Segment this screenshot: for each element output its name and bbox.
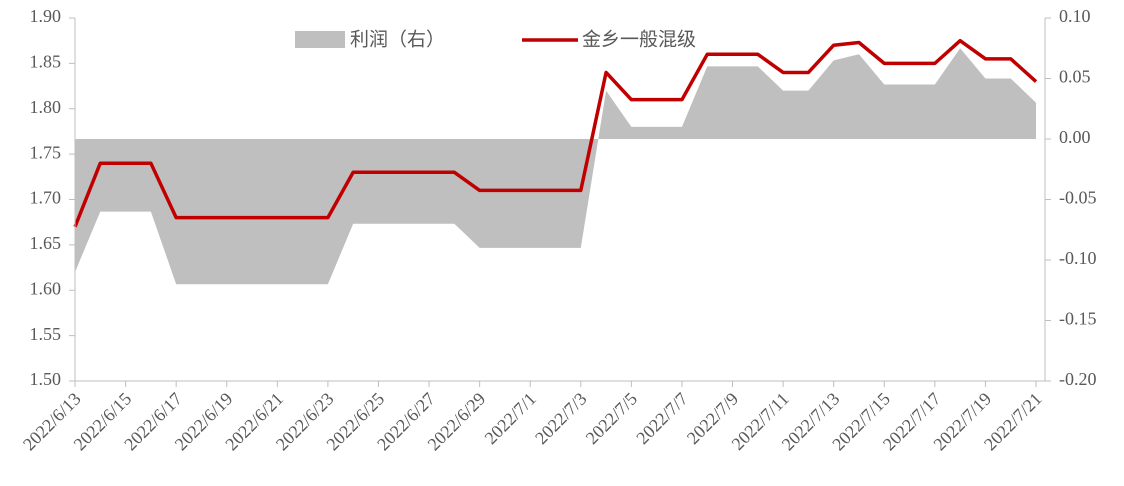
x-tick-label: 2022/7/5 — [582, 389, 641, 448]
y2-tick-label: 0.00 — [1059, 127, 1091, 147]
y2-tick-label: -0.05 — [1059, 188, 1097, 208]
legend-label: 利润（右） — [350, 29, 445, 51]
y-tick-label: 1.65 — [30, 233, 62, 253]
profit-area — [75, 48, 1036, 285]
y-tick-label: 1.85 — [30, 52, 62, 72]
y2-tick-label: 0.10 — [1059, 6, 1091, 26]
y2-tick-label: -0.10 — [1059, 248, 1097, 268]
legend-label: 金乡一般混级 — [582, 29, 696, 51]
y2-tick-label: 0.05 — [1059, 67, 1091, 87]
price-line — [73, 38, 1038, 228]
y2-tick-label: -0.20 — [1059, 369, 1097, 389]
x-tick-label: 2022/7/3 — [531, 389, 590, 448]
y-tick-label: 1.55 — [30, 324, 62, 344]
y-tick-label: 1.60 — [30, 278, 62, 298]
x-tick-label: 2022/7/1 — [481, 389, 540, 448]
y2-tick-label: -0.15 — [1059, 309, 1097, 329]
y-tick-label: 1.50 — [30, 369, 62, 389]
x-tick-label: 2022/7/7 — [632, 389, 691, 448]
y-tick-label: 1.90 — [30, 6, 62, 26]
y-tick-label: 1.70 — [30, 188, 62, 208]
legend-swatch — [295, 31, 345, 48]
y-tick-label: 1.80 — [30, 97, 62, 117]
y-tick-label: 1.75 — [30, 142, 62, 162]
